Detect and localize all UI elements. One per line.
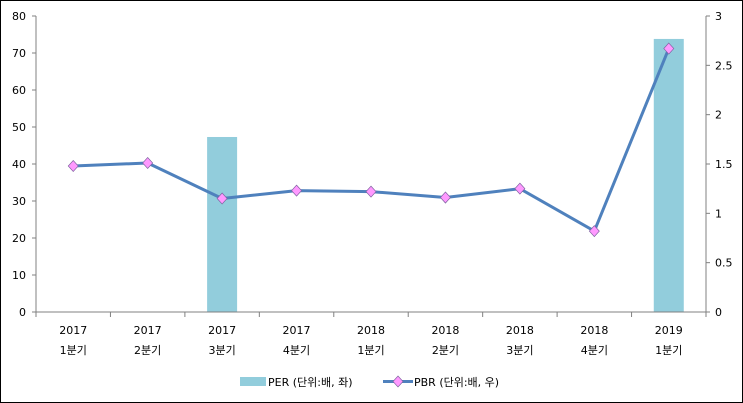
y-right-tick-label: 2 xyxy=(715,109,722,122)
x-tick-label-year: 2019 xyxy=(655,324,683,337)
x-tick-label-quarter: 2분기 xyxy=(134,344,161,357)
x-tick-label-quarter: 3분기 xyxy=(506,344,533,357)
x-tick-label-year: 2017 xyxy=(59,324,87,337)
x-tick-label-quarter: 4분기 xyxy=(581,344,608,357)
pbr-marker xyxy=(514,182,526,195)
pbr-marker xyxy=(663,42,675,55)
y-left-tick-label: 60 xyxy=(12,84,26,97)
y-left-tick-label: 50 xyxy=(12,121,26,134)
x-tick-label-year: 2017 xyxy=(134,324,162,337)
y-left-tick-label: 80 xyxy=(12,10,26,23)
pbr-marker xyxy=(142,156,154,170)
y-right-tick-label: 0.5 xyxy=(715,257,733,270)
legend: PER (단위:배, 좌) PBR (단위:배, 우) xyxy=(240,375,499,389)
x-tick-label-quarter: 1분기 xyxy=(655,344,682,357)
pbr-marker xyxy=(588,225,600,238)
pbr-marker xyxy=(216,192,228,205)
legend-pbr-marker xyxy=(392,375,404,388)
per-bar xyxy=(207,136,238,312)
per-bar xyxy=(653,38,684,312)
y-left-tick-label: 40 xyxy=(12,158,26,171)
y-right-tick-label: 3 xyxy=(715,10,722,23)
legend-pbr-label: PBR (단위:배, 우) xyxy=(414,376,499,389)
x-tick-label-quarter: 1분기 xyxy=(357,344,384,357)
x-tick-label-year: 2018 xyxy=(506,324,534,337)
y-left-tick-label: 30 xyxy=(12,195,26,208)
y-right-tick-label: 2.5 xyxy=(715,59,733,72)
y-left-tick-label: 70 xyxy=(12,47,26,60)
x-tick-label-year: 2017 xyxy=(208,324,236,337)
x-tick-label-quarter: 1분기 xyxy=(60,344,87,357)
y-left-tick-label: 20 xyxy=(12,232,26,245)
pbr-marker xyxy=(439,191,451,204)
legend-per-label: PER (단위:배, 좌) xyxy=(268,376,353,389)
x-tick-label-year: 2018 xyxy=(431,324,459,337)
x-tick-label-quarter: 3분기 xyxy=(208,344,235,357)
y-left-tick-label: 0 xyxy=(19,306,26,319)
pbr-marker xyxy=(291,184,303,197)
x-tick-label-year: 2018 xyxy=(580,324,608,337)
x-tick-label-year: 2017 xyxy=(283,324,311,337)
x-tick-label-quarter: 2분기 xyxy=(432,344,459,357)
pbr-marker xyxy=(365,185,377,198)
y-right-tick-label: 0 xyxy=(715,306,722,319)
pbr-marker xyxy=(67,159,79,172)
x-tick-label-quarter: 4분기 xyxy=(283,344,310,357)
x-tick-label-year: 2018 xyxy=(357,324,385,337)
y-right-tick-label: 1 xyxy=(715,207,722,220)
y-right-tick-label: 1.5 xyxy=(715,158,733,171)
y-left-tick-label: 10 xyxy=(12,269,26,282)
legend-per-swatch xyxy=(240,377,266,386)
